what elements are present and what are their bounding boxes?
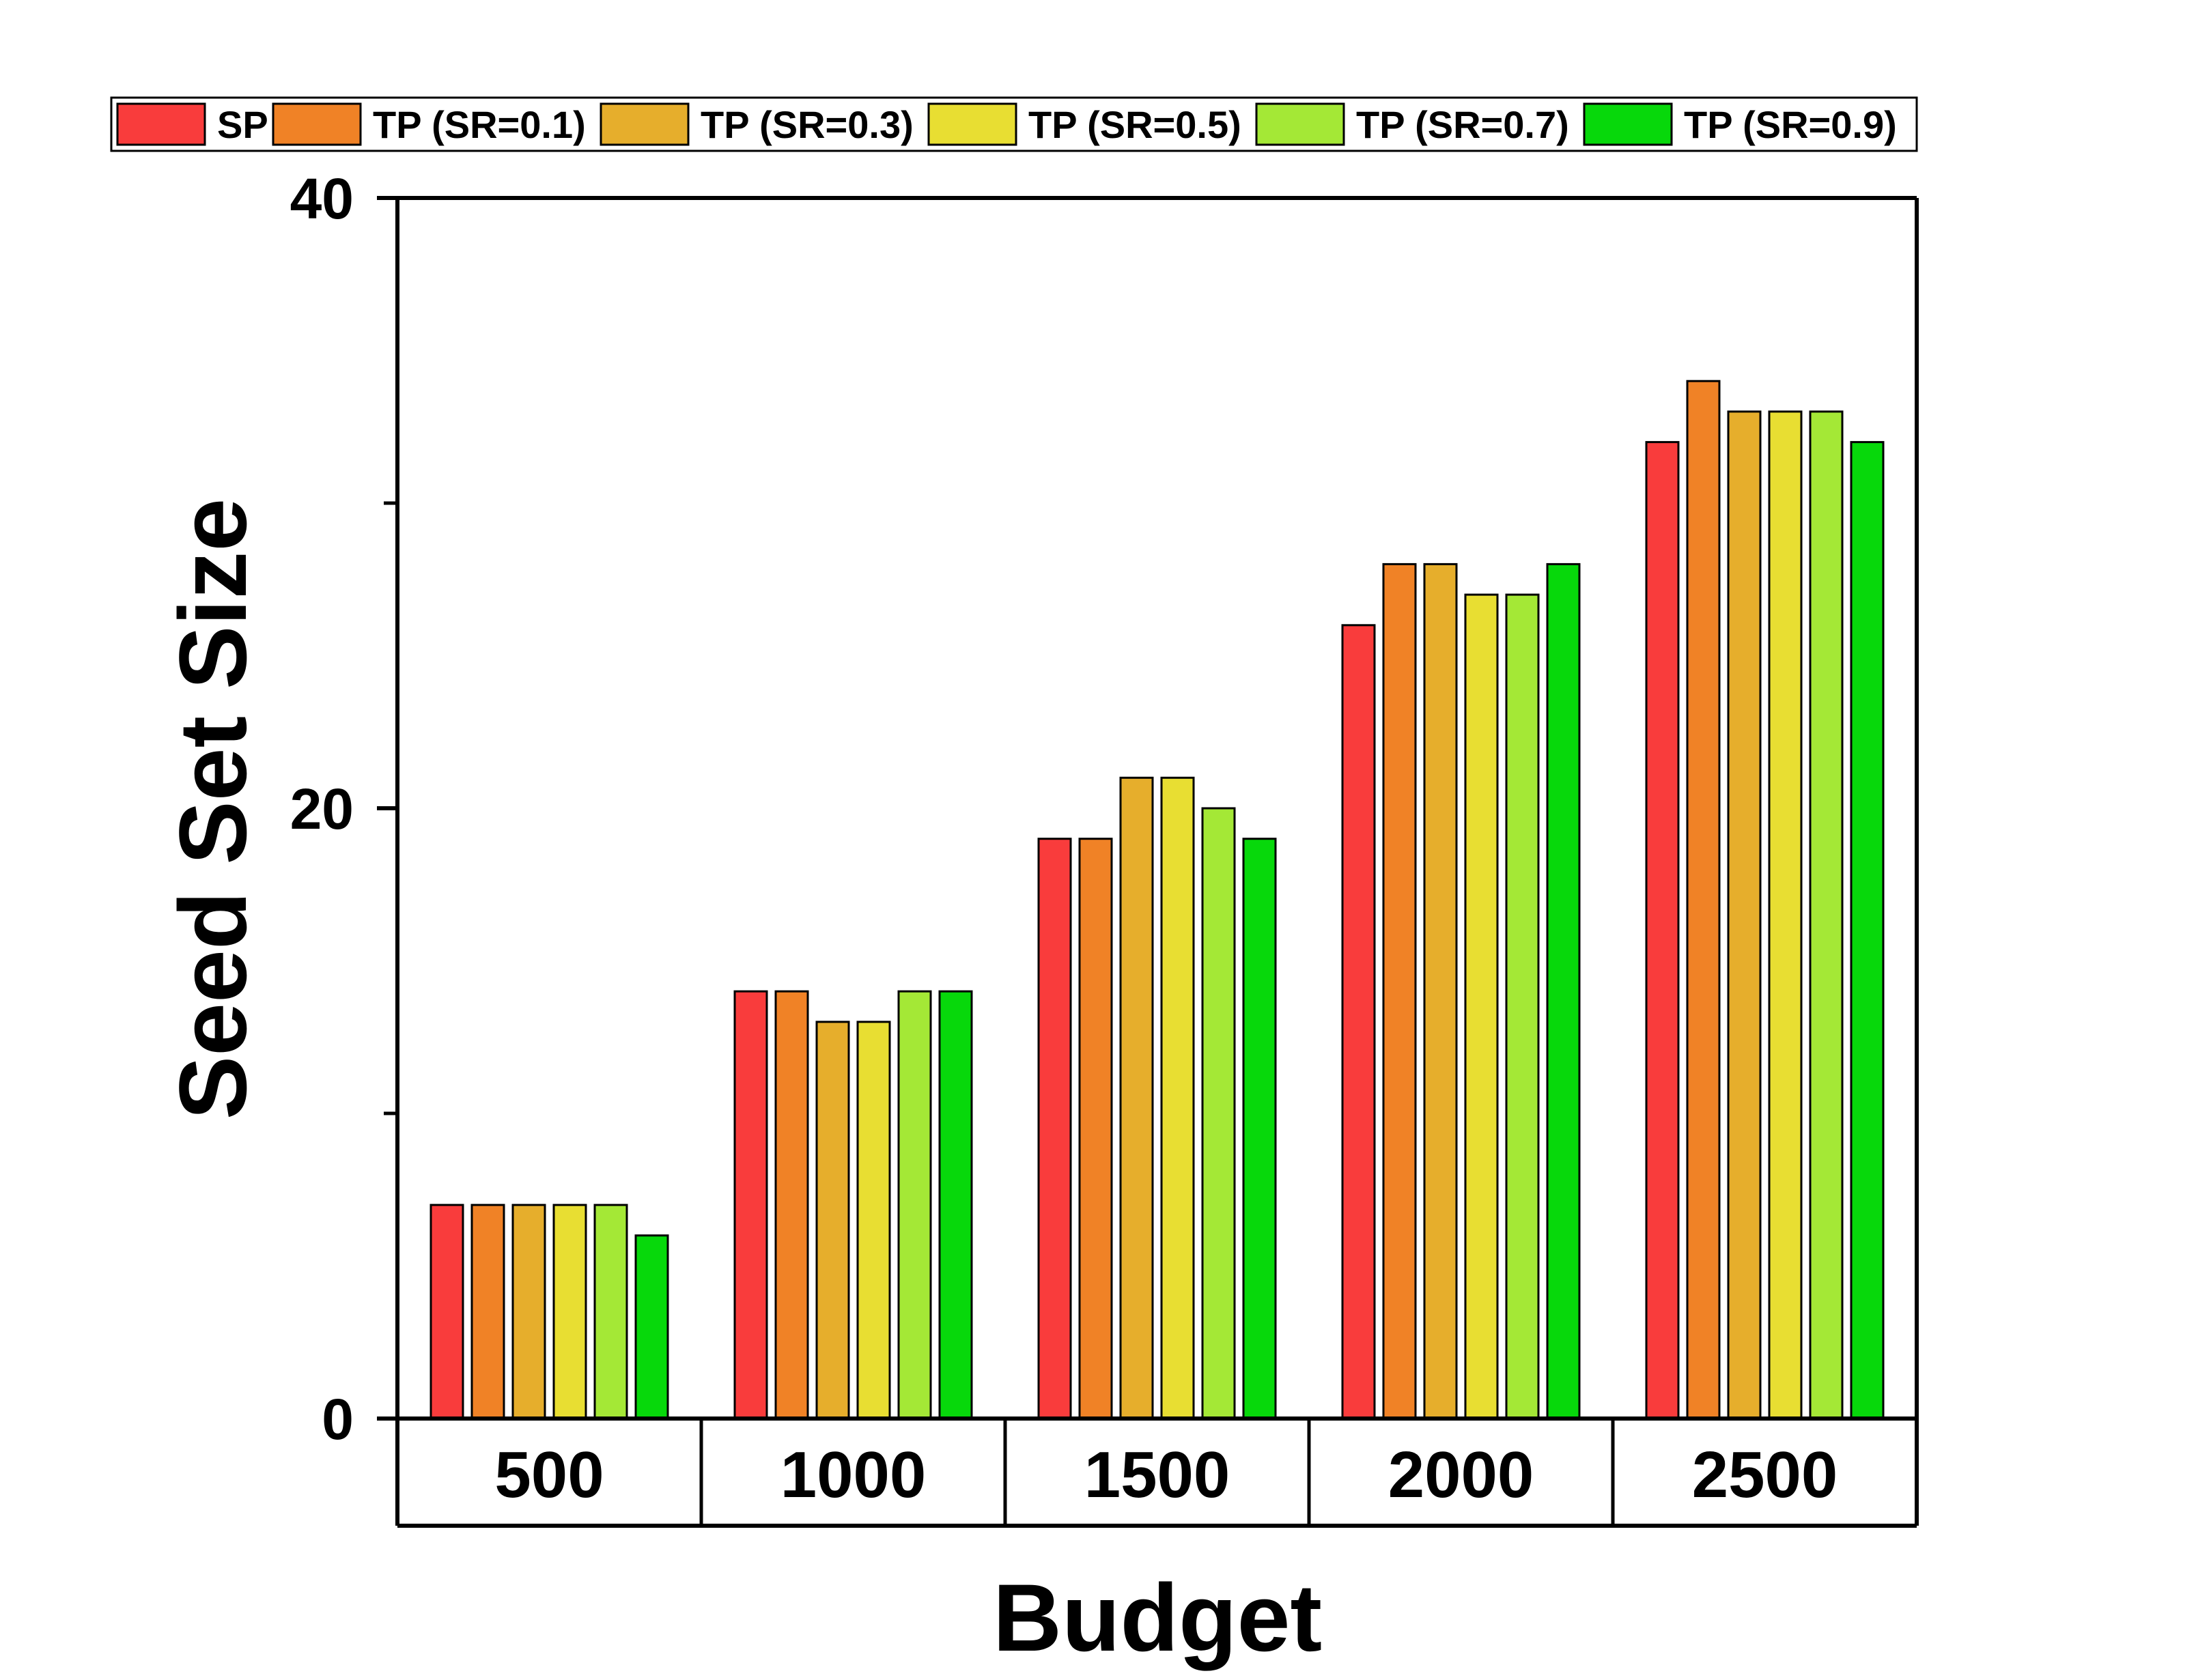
bar-2000-TP-SR-0.9 — [1546, 563, 1581, 1420]
legend-swatch-SP — [116, 102, 206, 146]
bar-2000-TP-SR-0.1 — [1382, 563, 1417, 1420]
bar-500-TP-SR-0.5 — [552, 1204, 587, 1420]
bar-1000-TP-SR-0.1 — [774, 990, 809, 1420]
bar-1500-TP-SR-0.1 — [1078, 838, 1113, 1420]
bar-1500-TP-SR-0.9 — [1242, 838, 1277, 1420]
bar-2500-SP — [1645, 441, 1680, 1420]
legend: SP TP (SR=0.1) TP (SR=0.3) TP (SR=0.5) TP (S… — [110, 96, 1918, 152]
bar-500-TP-SR-0.1 — [470, 1204, 505, 1420]
bar-2500-TP-SR-0.7 — [1809, 410, 1844, 1420]
bar-500-SP — [430, 1204, 464, 1420]
bar-2500-TP-SR-0.5 — [1768, 410, 1803, 1420]
bar-2000-SP — [1341, 624, 1376, 1420]
x-tick-label-1000: 1000 — [780, 1438, 927, 1511]
y-axis-label: Seed Set Size — [159, 498, 266, 1120]
bars-group — [430, 380, 1885, 1420]
bar-1500-TP-SR-0.5 — [1160, 776, 1195, 1420]
legend-swatch-TP-SR-0.1 — [272, 102, 362, 146]
bar-2500-TP-SR-0.3 — [1727, 410, 1762, 1420]
legend-label-TP-SR-0.9: TP (SR=0.9) — [1684, 103, 1897, 146]
legend-swatch-TP-SR-0.5 — [927, 102, 1017, 146]
legend-swatch-TP-SR-0.9 — [1583, 102, 1673, 146]
x-tick-label-500: 500 — [494, 1438, 604, 1511]
y-tick-label-40: 40 — [290, 167, 354, 231]
bar-1500-TP-SR-0.3 — [1119, 776, 1154, 1420]
bar-1500-TP-SR-0.7 — [1201, 807, 1236, 1420]
bar-500-TP-SR-0.3 — [511, 1204, 546, 1420]
x-tick-label-2500: 2500 — [1692, 1438, 1838, 1511]
legend-label-TP-SR-0.3: TP (SR=0.3) — [701, 103, 914, 146]
y-tick-label-20: 20 — [290, 777, 354, 841]
x-axis-label: Budget — [993, 1564, 1322, 1671]
legend-label-TP-SR-0.1: TP (SR=0.1) — [373, 103, 586, 146]
bar-1500-SP — [1037, 838, 1072, 1420]
bar-2500-TP-SR-0.1 — [1686, 380, 1721, 1420]
bar-1000-TP-SR-0.5 — [856, 1021, 891, 1420]
legend-label-TP-SR-0.7: TP (SR=0.7) — [1356, 103, 1569, 146]
axes-group: 500 1000 1500 2000 2500 0 20 40 — [290, 167, 1919, 1528]
bar-1000-TP-SR-0.3 — [815, 1021, 850, 1420]
bar-2000-TP-SR-0.7 — [1505, 593, 1540, 1420]
bar-500-TP-SR-0.9 — [634, 1234, 669, 1420]
x-tick-label-2000: 2000 — [1388, 1438, 1534, 1511]
legend-swatch-TP-SR-0.7 — [1255, 102, 1345, 146]
bar-1000-TP-SR-0.7 — [897, 990, 932, 1420]
bar-2000-TP-SR-0.3 — [1423, 563, 1458, 1420]
bar-1000-TP-SR-0.9 — [938, 990, 973, 1420]
bar-2500-TP-SR-0.9 — [1850, 441, 1885, 1420]
y-tick-label-0: 0 — [322, 1387, 354, 1451]
bar-2000-TP-SR-0.5 — [1464, 593, 1499, 1420]
legend-swatch-TP-SR-0.3 — [600, 102, 690, 146]
legend-label-TP-SR-0.5: TP (SR=0.5) — [1028, 103, 1241, 146]
bar-1000-SP — [733, 990, 768, 1420]
bar-500-TP-SR-0.7 — [593, 1204, 628, 1420]
x-tick-label-1500: 1500 — [1084, 1438, 1230, 1511]
legend-label-SP: SP — [217, 103, 268, 146]
